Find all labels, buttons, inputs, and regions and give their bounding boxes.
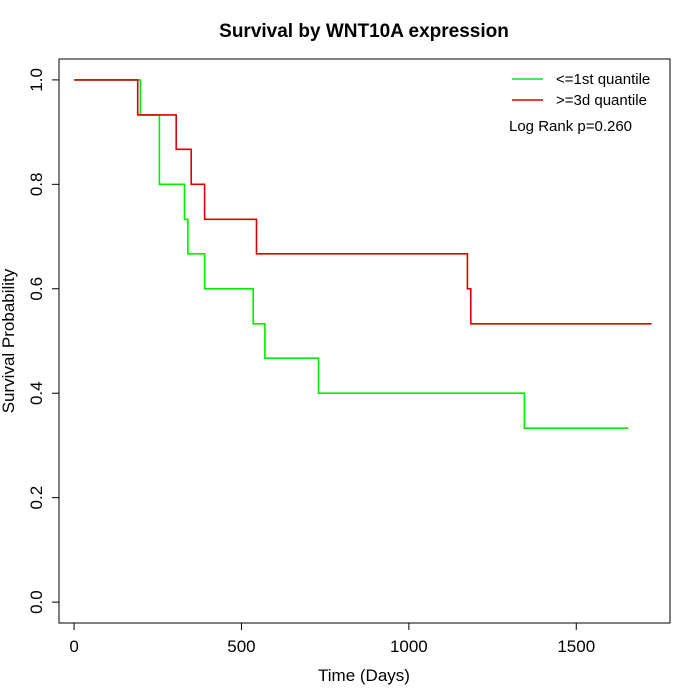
y-tick-label: 0.6 [27,277,46,301]
chart-title: Survival by WNT10A expression [219,21,509,42]
x-axis: 0 500 1000 1500 [69,622,595,656]
x-tick-label: 500 [227,637,255,656]
legend-label-1: <=1st quantile [556,71,650,88]
plot-frame [58,58,671,624]
y-tick-label: 0.2 [27,486,46,510]
legend-label-2: >=3d quantile [556,92,647,109]
x-tick-label: 0 [69,637,78,656]
x-tick-label: 1000 [390,637,428,656]
y-tick-label: 0.4 [27,381,46,405]
x-axis-label: Time (Days) [318,666,410,685]
y-tick-label: 1.0 [27,68,46,92]
y-axis: 0.0 0.2 0.4 0.6 0.8 1.0 [27,68,60,614]
y-axis-label: Survival Probability [0,268,18,413]
series-layer [74,79,652,430]
series-line-2 [74,79,652,325]
log-rank-annotation: Log Rank p=0.260 [509,118,632,135]
series-line-1 [74,79,629,430]
legend: <=1st quantile >=3d quantile [512,71,650,109]
y-tick-label: 0.0 [27,590,46,614]
x-tick-label: 1500 [557,637,595,656]
y-tick-label: 0.8 [27,173,46,197]
